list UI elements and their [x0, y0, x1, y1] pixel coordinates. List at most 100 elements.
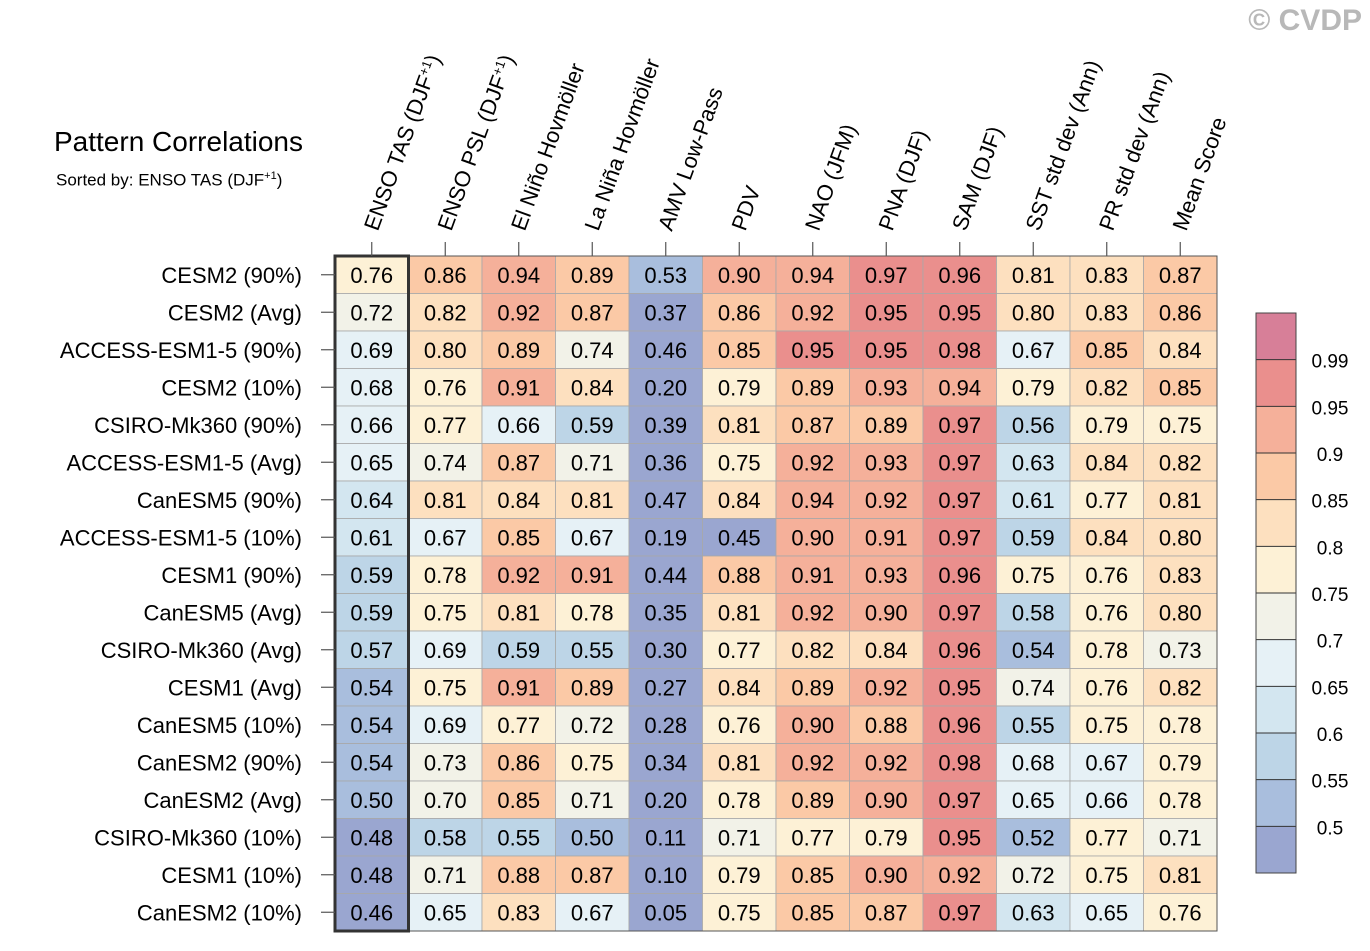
- cell-value: 0.54: [1012, 638, 1055, 663]
- cell-value: 0.67: [1085, 750, 1128, 775]
- cell-value: 0.75: [1159, 413, 1202, 438]
- row-label: CESM1 (Avg): [168, 675, 302, 700]
- heatmap-cell: [481, 780, 556, 819]
- column-label-text: PDV: [726, 182, 765, 233]
- cell-value: 0.68: [1012, 750, 1055, 775]
- row-label: CanESM2 (90%): [137, 750, 302, 775]
- heatmap-cell: [334, 480, 409, 519]
- cell-value: 0.95: [938, 300, 981, 325]
- column-label-text: El Niño Hovmöller: [506, 60, 590, 234]
- cell-value: 0.85: [1159, 375, 1202, 400]
- heatmap-cell: [849, 330, 924, 369]
- heatmap-cell: [408, 780, 483, 819]
- cell-value: 0.53: [644, 263, 687, 288]
- heatmap-cell: [334, 780, 409, 819]
- heatmap-cell: [1143, 743, 1218, 782]
- cell-value: 0.46: [350, 900, 393, 925]
- cell-value: 0.65: [424, 900, 467, 925]
- cell-value: 0.97: [938, 488, 981, 513]
- cell-value: 0.81: [1159, 488, 1202, 513]
- cell-value: 0.86: [497, 750, 540, 775]
- column-label: ENSO TAS (DJF+1): [359, 51, 446, 234]
- cell-value: 0.89: [791, 375, 834, 400]
- cell-value: 0.81: [1012, 263, 1055, 288]
- heatmap-cell: [922, 630, 997, 669]
- cell-value: 0.47: [644, 488, 687, 513]
- cell-value: 0.79: [718, 863, 761, 888]
- heatmap-cell: [996, 555, 1071, 594]
- cell-value: 0.96: [938, 263, 981, 288]
- cell-value: 0.48: [350, 825, 393, 850]
- cell-value: 0.77: [718, 638, 761, 663]
- heatmap-cell: [702, 818, 777, 857]
- column-label: El Niño Hovmöller: [506, 60, 590, 234]
- cell-value: 0.92: [938, 863, 981, 888]
- cell-value: 0.84: [571, 375, 614, 400]
- cell-value: 0.69: [424, 713, 467, 738]
- cell-value: 0.45: [718, 525, 761, 550]
- heatmap-cell: [775, 668, 850, 707]
- heatmap-cell: [334, 518, 409, 557]
- heatmap-cell: [1069, 443, 1144, 482]
- colorbar-tick-label: 0.95: [1312, 398, 1349, 419]
- heatmap-cell: [775, 255, 850, 294]
- heatmap-cell: [1069, 705, 1144, 744]
- heatmap-cell: [555, 593, 630, 632]
- cell-value: 0.77: [1085, 488, 1128, 513]
- heatmap-cell: [628, 705, 703, 744]
- cell-value: 0.96: [938, 563, 981, 588]
- heatmap-cell: [775, 443, 850, 482]
- heatmap-cell: [1143, 293, 1218, 332]
- cell-value: 0.75: [718, 900, 761, 925]
- colorbar-segment: [1256, 686, 1296, 733]
- row-label: CanESM5 (10%): [137, 713, 302, 738]
- cell-value: 0.79: [1012, 375, 1055, 400]
- heatmap-cell: [849, 630, 924, 669]
- cell-value: 0.78: [1159, 713, 1202, 738]
- cell-value: 0.85: [791, 900, 834, 925]
- heatmap-cell: [775, 330, 850, 369]
- cell-value: 0.71: [424, 863, 467, 888]
- cell-value: 0.88: [718, 563, 761, 588]
- row-label: ACCESS-ESM1-5 (90%): [60, 338, 302, 363]
- heatmap-cell: [481, 405, 556, 444]
- colorbar-tick-label: 0.9: [1317, 445, 1343, 466]
- heatmap-cell: [408, 705, 483, 744]
- cell-value: 0.98: [938, 750, 981, 775]
- heatmap-cell: [334, 330, 409, 369]
- column-label-sup: +1: [489, 58, 508, 77]
- heatmap-cell: [408, 330, 483, 369]
- heatmap-cell: [408, 743, 483, 782]
- cell-value: 0.61: [1012, 488, 1055, 513]
- heatmap-cell: [849, 743, 924, 782]
- cvdp-watermark: © CVDP: [1248, 4, 1362, 37]
- heatmap-cell: [334, 743, 409, 782]
- cell-value: 0.11: [645, 825, 686, 850]
- cell-value: 0.75: [718, 450, 761, 475]
- cell-value: 0.65: [350, 450, 393, 475]
- column-label: Mean Score: [1167, 114, 1231, 234]
- column-label: AMV Low-Pass: [653, 84, 728, 234]
- row-label: CSIRO-Mk360 (90%): [94, 413, 302, 438]
- heatmap-cell: [555, 743, 630, 782]
- cell-value: 0.84: [1085, 525, 1128, 550]
- heatmap-cell: [1069, 293, 1144, 332]
- heatmap-cell: [849, 893, 924, 932]
- heatmap-cell: [1143, 668, 1218, 707]
- cell-value: 0.94: [791, 263, 834, 288]
- cell-value: 0.93: [865, 375, 908, 400]
- heatmap-cell: [996, 630, 1071, 669]
- heatmap-cell: [1143, 705, 1218, 744]
- cell-value: 0.93: [865, 450, 908, 475]
- cell-value: 0.80: [1012, 300, 1055, 325]
- cell-value: 0.81: [1159, 863, 1202, 888]
- row-label: CanESM5 (90%): [137, 488, 302, 513]
- cell-value: 0.59: [350, 563, 393, 588]
- cell-value: 0.77: [424, 413, 467, 438]
- cell-value: 0.85: [718, 338, 761, 363]
- heatmap-cell: [628, 293, 703, 332]
- heatmap-cell: [922, 855, 997, 894]
- column-label-text: ENSO TAS (DJF: [359, 72, 438, 234]
- cell-value: 0.89: [791, 788, 834, 813]
